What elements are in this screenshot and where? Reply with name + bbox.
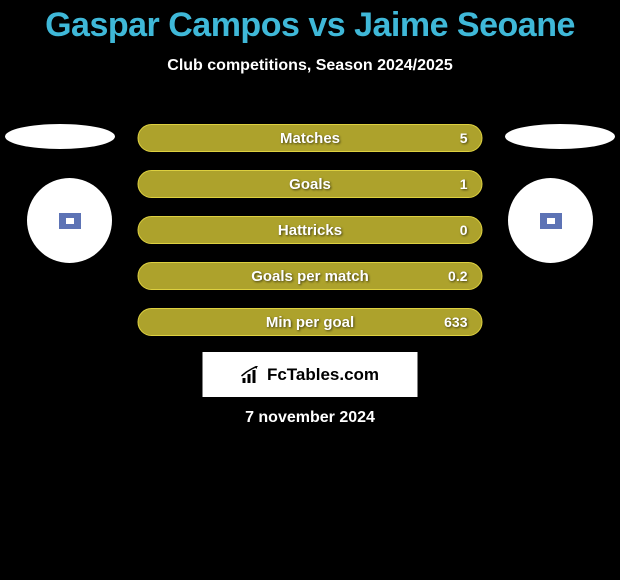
stat-bar-goals-per-match: Goals per match 0.2 [138,262,483,290]
page-title: Gaspar Campos vs Jaime Seoane [0,0,620,45]
player-badge-right [508,178,593,263]
stats-bars: Matches 5 Goals 1 Hattricks 0 Goals per … [138,124,483,354]
logo-text: FcTables.com [267,365,379,385]
placeholder-icon [59,213,81,229]
decor-ellipse-left [5,124,115,149]
stat-label: Hattricks [278,222,342,239]
placeholder-icon [540,213,562,229]
stat-label: Min per goal [266,314,354,331]
stat-bar-matches: Matches 5 [138,124,483,152]
branding-logo[interactable]: FcTables.com [203,352,418,397]
stat-value: 0.2 [448,268,467,284]
stat-bar-goals: Goals 1 [138,170,483,198]
stat-value: 0 [460,222,468,238]
chart-icon [241,366,263,384]
stat-value: 5 [460,130,468,146]
decor-ellipse-right [505,124,615,149]
stat-label: Matches [280,130,340,147]
footer-date: 7 november 2024 [0,409,620,427]
stat-bar-hattricks: Hattricks 0 [138,216,483,244]
stat-value: 633 [444,314,467,330]
player-badge-left [27,178,112,263]
stat-label: Goals [289,176,331,193]
page-subtitle: Club competitions, Season 2024/2025 [0,57,620,75]
stat-bar-min-per-goal: Min per goal 633 [138,308,483,336]
stat-value: 1 [460,176,468,192]
stat-label: Goals per match [251,268,369,285]
